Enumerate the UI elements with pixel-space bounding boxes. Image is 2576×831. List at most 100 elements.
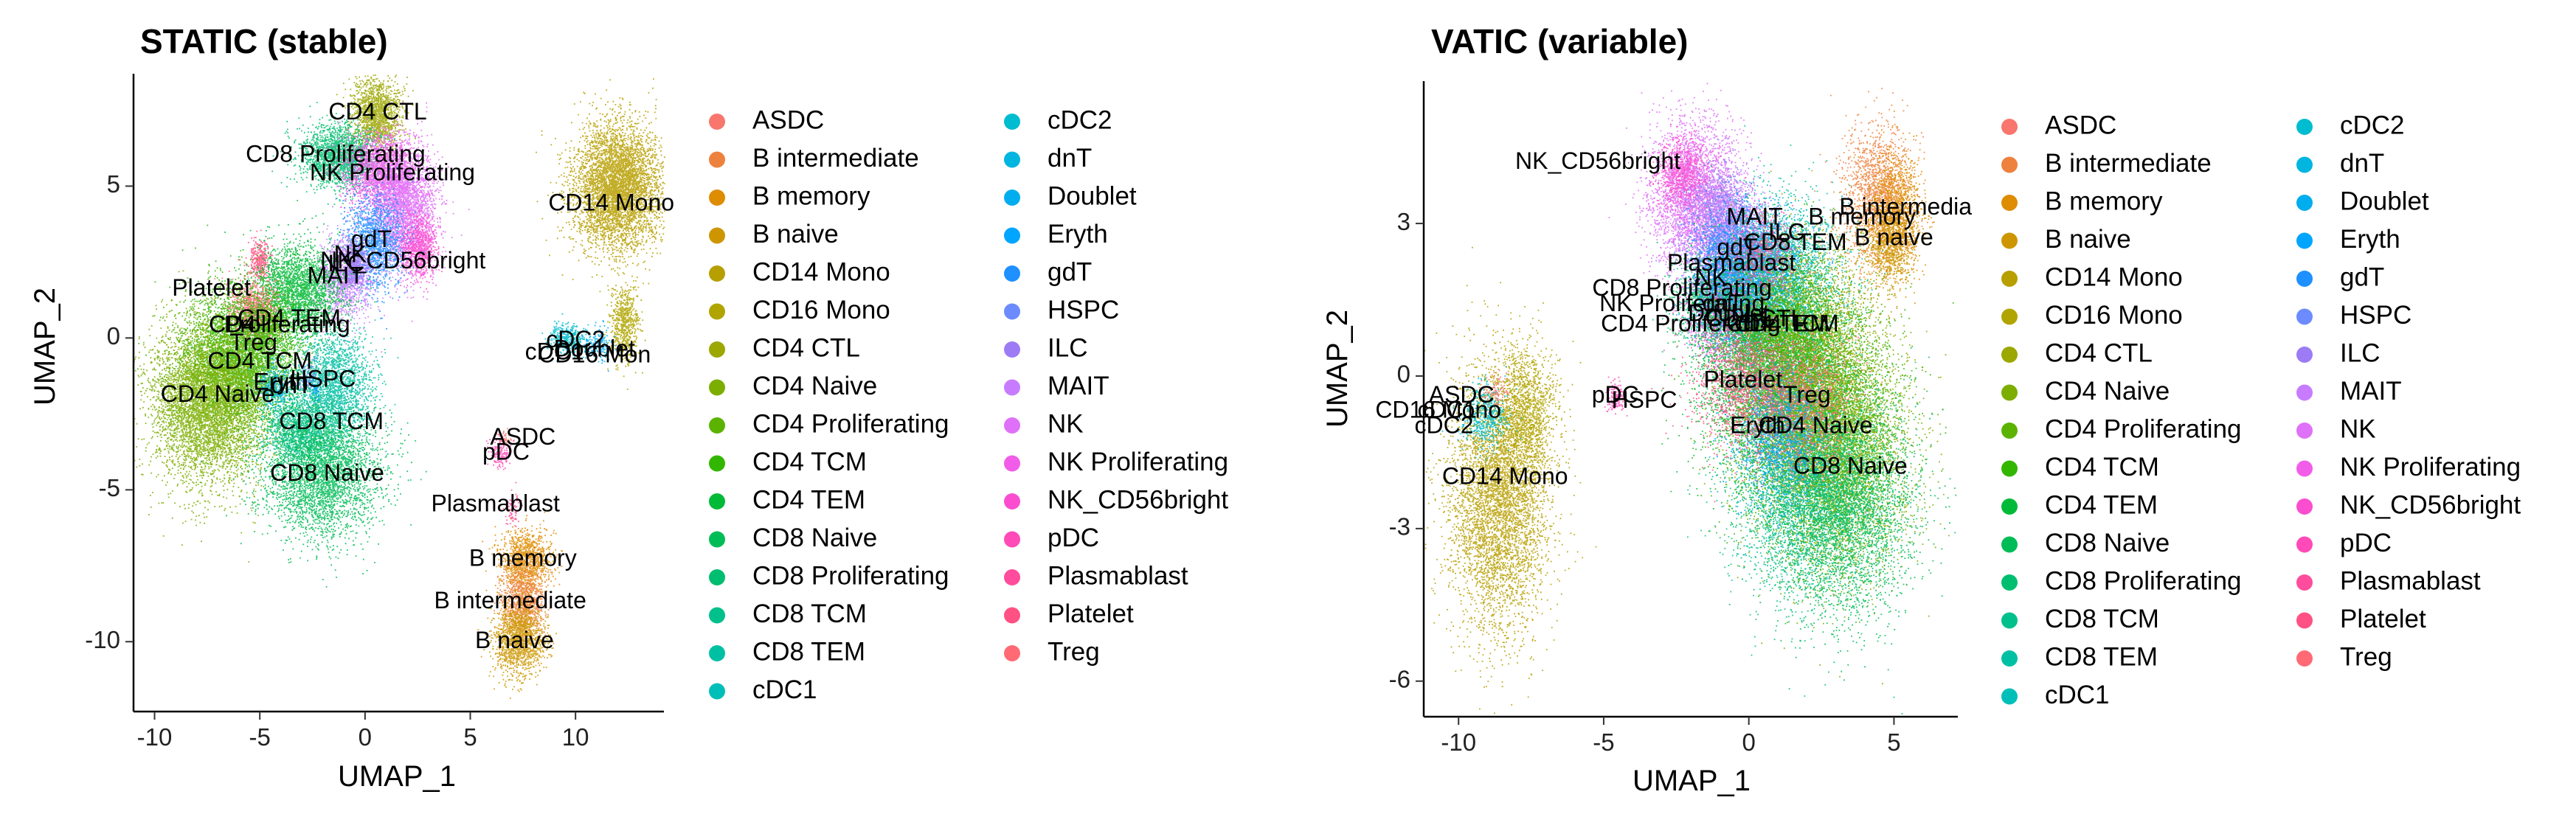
legend-label: CD4 Naive (2045, 377, 2170, 406)
legend-label: NK (1048, 409, 1084, 438)
cluster-label: Eryth (253, 369, 308, 395)
legend-key (709, 607, 725, 624)
cluster-points-cd14-mono (536, 78, 665, 300)
legend-key (2001, 232, 2018, 249)
x-tick-label: -5 (1593, 729, 1614, 756)
legend-key (2296, 612, 2313, 629)
legend-key (1004, 493, 1020, 510)
cluster-points-nk-proliferating (325, 111, 449, 232)
legend-key (2296, 574, 2313, 591)
legend-label: Eryth (2340, 225, 2400, 254)
cluster-label: NK Proliferating (1599, 290, 1765, 316)
legend-label: B intermediate (2045, 149, 2212, 178)
legend-label: Doublet (1048, 181, 1137, 210)
cluster-label: NK_CD56bright (320, 247, 485, 274)
legend-label: Plasmablast (2340, 566, 2481, 595)
cluster-label: NK (334, 241, 367, 268)
legend-label: ASDC (2045, 111, 2116, 139)
legend-key (709, 265, 725, 282)
legend-key (1004, 379, 1020, 396)
cluster-points-dnt (246, 357, 315, 417)
legend-key (2296, 460, 2313, 477)
cluster-label: NK Proliferating (310, 159, 475, 185)
legend-key (2296, 271, 2313, 287)
legend-label: ILC (1048, 333, 1087, 362)
legend-label: B memory (2045, 187, 2163, 215)
legend-label: B intermediate (752, 144, 919, 173)
legend-key (2001, 460, 2018, 477)
legend-label: CD4 TCM (752, 448, 867, 476)
cluster-label: CD4 Proliferating (1601, 310, 1781, 336)
cluster-points-pdc (485, 434, 515, 470)
legend-label: dnT (2340, 149, 2384, 178)
cluster-label: CD4 CTL (1706, 305, 1804, 332)
y-tick-label: -3 (1389, 513, 1410, 540)
legend-key (709, 341, 725, 358)
legend-key (709, 455, 725, 472)
legend-label: cDC1 (2045, 681, 2110, 709)
cluster-label: CD4 TCM (207, 347, 312, 374)
cluster-label: B memory (469, 544, 577, 571)
cluster-points-cd4-naive (1693, 227, 1950, 685)
legend-key (1004, 417, 1020, 434)
legend-label: HSPC (2340, 301, 2411, 330)
cluster-label: CD8 Proliferating (246, 141, 426, 167)
cluster-label: Eryth (1730, 411, 1785, 438)
legend-label: Platelet (2340, 605, 2426, 633)
legend-label: gdT (1048, 257, 1092, 286)
cluster-points-cd8-naive (1709, 283, 1957, 714)
legend-key (709, 417, 725, 434)
cluster-points-cd4-ctl (336, 74, 418, 167)
cluster-label: pDC (1592, 381, 1639, 408)
cluster-label: cDC1 (525, 338, 584, 364)
cluster-points-plasmablast (502, 481, 523, 527)
legend-key (2001, 347, 2018, 363)
legend-label: NK Proliferating (2340, 453, 2521, 481)
legend-key (2296, 347, 2313, 363)
legend-key (2001, 119, 2018, 135)
legend-key (709, 151, 725, 168)
y-tick-label: -5 (99, 474, 120, 501)
cluster-label: B intermediate (434, 587, 586, 613)
cluster-label: CD8 TEM (1744, 229, 1847, 255)
cluster-label: NK (1694, 264, 1727, 291)
legend-key (709, 683, 725, 700)
legend-label: Treg (2340, 642, 2392, 671)
legend-key (2296, 156, 2313, 173)
legend-label: cDC1 (752, 675, 817, 704)
cluster-label: HSPC (290, 365, 356, 392)
static-axes: -10 -5 0 5 10 -10 -5 0 5 (85, 74, 664, 751)
cluster-points-cd4-tcm (137, 224, 344, 483)
y-tick-label: 0 (1397, 361, 1410, 388)
legend-label: Eryth (1048, 220, 1108, 248)
cluster-label: Platelet (172, 274, 251, 301)
legend-key (709, 569, 725, 585)
vatic-x-axis-title: UMAP_1 (1632, 765, 1751, 797)
cluster-label: Doublet (1688, 300, 1769, 327)
legend-key (2001, 384, 2018, 401)
y-tick-label: 0 (107, 322, 120, 350)
y-tick-label: -10 (85, 626, 120, 653)
cluster-label: Platelet (1703, 366, 1782, 392)
static-legend: ASDC B intermediate B memory B naive CD14 Mo… (709, 105, 1228, 704)
cluster-points-cd8-proliferating (271, 102, 408, 205)
legend-key (2001, 574, 2018, 591)
legend-key (709, 227, 725, 244)
cluster-label: HSPC (1612, 386, 1677, 413)
cluster-label: Plasmablast (432, 490, 560, 516)
static-title: STATIC (stable) (140, 22, 388, 60)
legend-label: ASDC (752, 105, 824, 134)
legend-key (709, 303, 725, 320)
legend-label: NK_CD56bright (1048, 485, 1228, 514)
x-tick-label: -5 (249, 723, 271, 751)
static-umap-panel: STATIC (stable) CD4 CTL CD8 Proliferating… (29, 22, 1228, 793)
legend-key (1004, 569, 1020, 585)
cluster-points-b-intermediate (1814, 88, 1928, 327)
legend-key (2001, 156, 2018, 173)
cluster-points-cd16-mono (603, 267, 646, 390)
legend-key (2296, 650, 2313, 667)
cluster-label: Plasmablast (1667, 249, 1796, 276)
cluster-label: CD8 Naive (1793, 453, 1908, 479)
legend-label: CD4 CTL (752, 333, 860, 362)
